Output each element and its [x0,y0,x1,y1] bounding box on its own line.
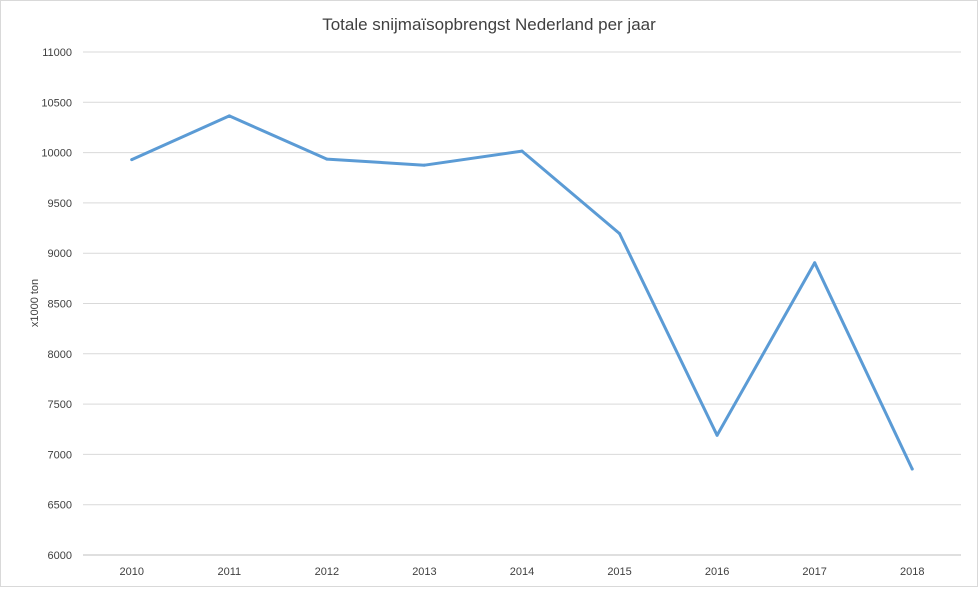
x-axis-ticks: 2010 2011 2012 2013 2014 2015 2016 2017 2018 [120,566,925,578]
data-point [715,433,719,437]
x-tick-label: 2011 [218,566,242,578]
data-point [520,149,524,153]
y-axis-ticks: 6000 6500 7000 7500 8000 8500 9000 9500 10000 105… [41,47,72,562]
data-point [130,158,134,162]
data-point [227,114,231,118]
y-tick-label: 10500 [41,97,72,109]
gridlines [83,51,961,556]
x-tick-label: 2014 [510,566,534,578]
data-point [422,163,426,167]
x-tick-label: 2012 [315,566,339,578]
y-tick-label: 9000 [48,248,72,260]
y-tick-label: 8000 [48,349,72,361]
y-tick-label: 6000 [48,550,72,562]
y-axis-title: x1000 ton [29,279,41,327]
chart-title: Totale snijmaïsopbrengst Nederland per j… [322,15,656,34]
y-tick-label: 8500 [48,299,72,311]
y-tick-label: 10000 [41,148,72,160]
series-line [130,114,914,471]
x-tick-label: 2010 [120,566,144,578]
x-tick-label: 2016 [705,566,729,578]
data-point [618,232,622,236]
y-tick-label: 9500 [48,198,72,210]
x-tick-label: 2015 [607,566,631,578]
x-tick-label: 2018 [900,566,924,578]
y-tick-label: 6500 [48,500,72,512]
x-tick-label: 2013 [412,566,436,578]
data-point [813,261,817,265]
data-point [325,157,329,161]
y-tick-label: 7000 [48,449,72,461]
x-tick-label: 2017 [802,566,826,578]
data-point [910,467,914,471]
y-tick-label: 7500 [48,399,72,411]
y-tick-label: 11000 [42,47,72,59]
series-layer [130,114,914,471]
